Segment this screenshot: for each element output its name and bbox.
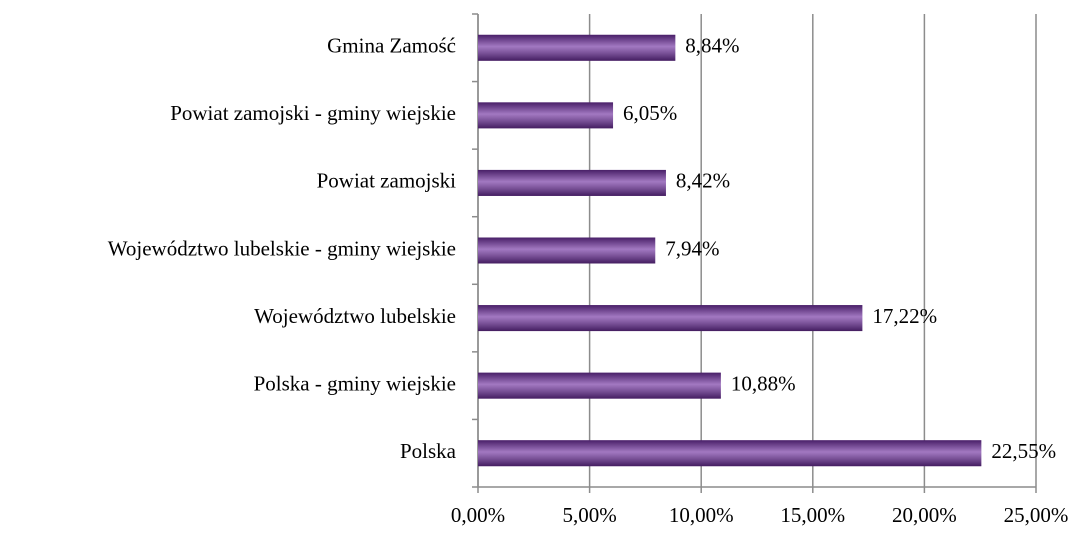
data-label: 22,55% [991, 439, 1056, 463]
x-tick-label: 15,00% [780, 503, 845, 527]
y-tick-label: Województwo lubelskie [254, 304, 456, 328]
data-label: 8,42% [676, 169, 730, 193]
x-tick-label: 0,00% [451, 503, 505, 527]
bar-shine [478, 372, 721, 399]
y-tick-label: Województwo lubelskie - gminy wiejskie [108, 236, 456, 260]
y-tick-label: Polska - gminy wiejskie [254, 371, 456, 395]
x-tick-label: 10,00% [669, 503, 734, 527]
bar-shine [478, 102, 614, 129]
bar-shine [478, 305, 863, 332]
data-label: 10,88% [731, 371, 796, 395]
y-tick-label: Powiat zamojski [317, 169, 457, 193]
data-label: 8,84% [685, 34, 739, 58]
x-tick-label: 25,00% [1004, 503, 1069, 527]
data-label: 17,22% [872, 304, 937, 328]
bar-shine [478, 440, 982, 467]
y-tick-label: Powiat zamojski - gminy wiejskie [170, 101, 456, 125]
bar-shine [478, 34, 676, 61]
bar-shine [478, 237, 656, 264]
data-label: 6,05% [623, 101, 677, 125]
bar-shine [478, 169, 666, 196]
x-tick-label: 20,00% [892, 503, 957, 527]
data-label: 7,94% [665, 236, 719, 260]
y-tick-label: Polska [400, 439, 457, 463]
y-tick-label: Gmina Zamość [327, 34, 456, 58]
x-tick-label: 5,00% [562, 503, 616, 527]
